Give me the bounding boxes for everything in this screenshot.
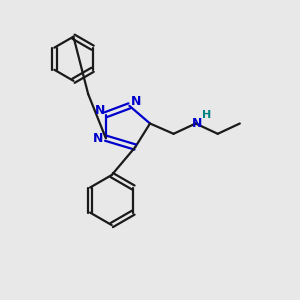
Text: N: N bbox=[192, 117, 202, 130]
Text: N: N bbox=[95, 104, 105, 117]
Text: N: N bbox=[131, 95, 141, 108]
Text: N: N bbox=[93, 132, 104, 145]
Text: H: H bbox=[202, 110, 212, 120]
